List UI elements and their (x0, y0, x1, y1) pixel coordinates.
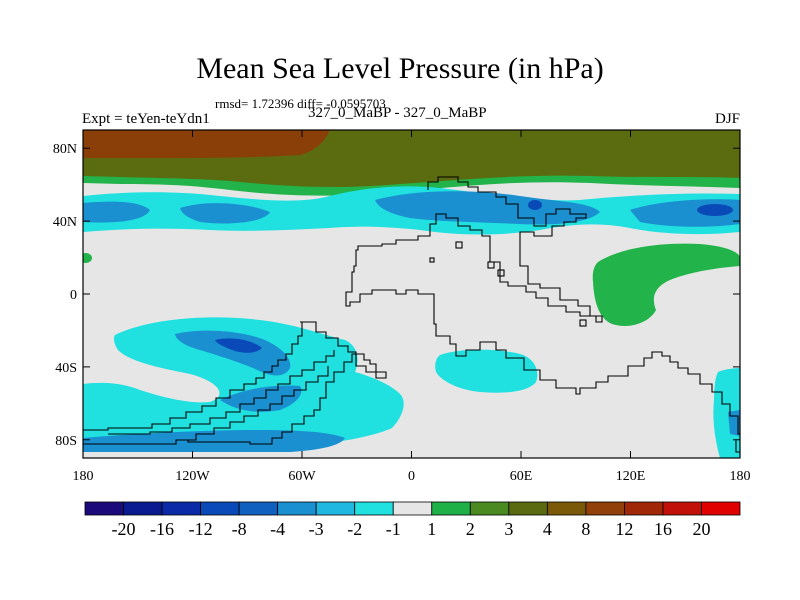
x-tick-label: 0 (408, 469, 415, 484)
colorbar-label: -3 (309, 519, 324, 539)
colorbar: -20 -16 -12 -8 -4 -3 -2 -1 1 2 3 4 8 12 16 20 (84, 501, 741, 539)
colorbar-label: 3 (504, 519, 513, 539)
x-tick-label: 180 (73, 469, 94, 484)
island-outline-1 (455, 241, 463, 249)
colorbar-swatch (354, 501, 394, 516)
x-tick-label: 120W (175, 469, 210, 484)
y-tick-label: 0 (70, 288, 77, 303)
continent-outline-wedge-1 (83, 322, 303, 431)
colorbar-swatch (546, 501, 587, 516)
colorbar-swatch (662, 501, 702, 516)
north-positive-core (83, 130, 330, 158)
east-positive-anomaly (592, 243, 740, 327)
island-outline-3 (497, 269, 505, 277)
colorbar-label: -12 (189, 519, 213, 539)
north-negative-core-mid (180, 203, 270, 224)
colorbar-label: 4 (543, 519, 552, 539)
south-negative-core (175, 330, 291, 376)
north-negative-spot-a (528, 200, 542, 210)
x-tick-label: 60E (510, 469, 533, 484)
island-outline-4 (579, 319, 587, 327)
experiment-label: Expt = teYen-teYdn1 (82, 111, 210, 127)
colorbar-swatch (315, 501, 356, 516)
south-central-negative (435, 349, 538, 393)
chart-title: Mean Sea Level Pressure (in hPa) (196, 52, 604, 85)
north-negative-core-east (375, 191, 600, 225)
colorbar-label: -20 (112, 519, 136, 539)
colorbar-swatch (469, 501, 510, 516)
colorbar-swatch (508, 501, 548, 516)
colorbar-swatch (123, 501, 163, 516)
colorbar-label: 2 (466, 519, 475, 539)
colorbar-label: 12 (615, 519, 633, 539)
rmsd-diff-stats: rmsd= 1.72396 diff= -0.0595703 (215, 96, 386, 111)
colorbar-label: 1 (427, 519, 436, 539)
colorbar-swatch (161, 501, 201, 516)
south-negative-core-lower (83, 430, 345, 452)
colorbar-swatch (238, 501, 279, 516)
colorbar-label: -1 (386, 519, 401, 539)
colorbar-label: 8 (581, 519, 590, 539)
continent-outline-main (345, 176, 740, 435)
season-label: DJF (714, 111, 740, 127)
colorbar-swatch (200, 501, 240, 516)
colorbar-swatch (84, 501, 124, 516)
continent-outline-wedge-3 (176, 366, 329, 441)
y-tick-label: 80N (53, 142, 77, 157)
colorbar-label: -8 (232, 519, 247, 539)
anomaly-fields (83, 130, 740, 458)
colorbar-swatch (585, 501, 625, 516)
y-tick-label: 40N (53, 215, 77, 230)
continent-outline-wedge-2 (108, 350, 335, 435)
continent-outline-southwest (83, 321, 387, 445)
y-tick-label: 40S (55, 361, 77, 376)
south-negative-core-inner (215, 338, 262, 353)
north-negative-spot-b (697, 204, 733, 216)
south-east-negative (713, 368, 740, 458)
colorbar-swatch (624, 501, 664, 516)
north-negative-core-west (83, 201, 150, 223)
colorbar-swatch (392, 501, 433, 516)
colorbar-label: -4 (270, 519, 285, 539)
colorbar-swatch (701, 501, 741, 516)
colorbar-label: 16 (654, 519, 672, 539)
axis-ticks: 180 120W 60W 0 60E 120E 180 80N 40N 0 40S 80S (53, 130, 751, 484)
colorbar-label: -16 (150, 519, 174, 539)
continent-outlines (83, 176, 740, 453)
island-outline-2 (487, 261, 495, 269)
colorbar-label: 20 (692, 519, 710, 539)
y-tick-label: 80S (55, 434, 77, 449)
island-outline-5 (429, 257, 435, 263)
x-tick-label: 120E (616, 469, 646, 484)
scenario-label: 327_0_MaBP - 327_0_MaBP (308, 105, 487, 121)
west-edge-positive-spot (83, 253, 92, 263)
continent-outline-east-coast (735, 440, 740, 453)
x-tick-label: 180 (730, 469, 751, 484)
x-tick-label: 60W (288, 469, 316, 484)
colorbar-swatch (431, 501, 471, 516)
colorbar-label: -2 (347, 519, 362, 539)
colorbar-swatch (277, 501, 317, 516)
